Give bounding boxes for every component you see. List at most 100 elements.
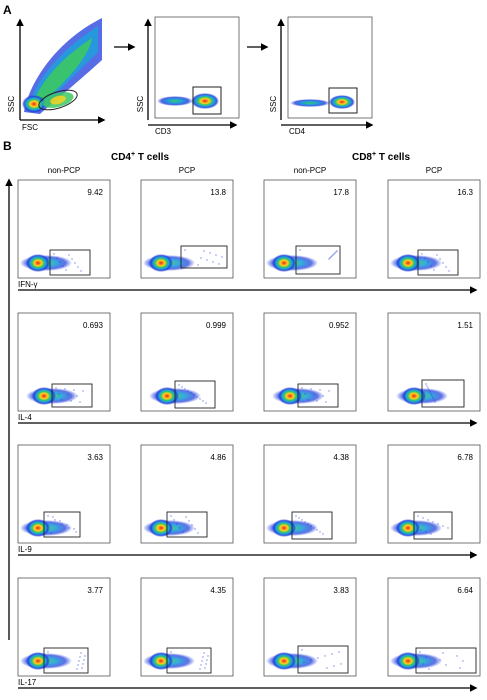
event-dot — [59, 520, 61, 522]
cytokine-plot-IL-9-PCP: 4.86 — [140, 444, 234, 544]
event-dot — [325, 401, 327, 403]
event-dot — [179, 527, 181, 529]
plot-cd4-ssc: SSC CD4 — [269, 16, 374, 136]
event-dot — [433, 269, 435, 271]
event-dot — [193, 394, 195, 396]
event-dot — [336, 250, 338, 252]
event-dot — [299, 249, 301, 251]
gate-percentage: 6.64 — [457, 586, 473, 595]
event-dot — [456, 655, 458, 657]
density-core — [26, 519, 50, 537]
event-dot — [55, 387, 57, 389]
event-dot — [427, 387, 429, 389]
event-dot — [340, 663, 342, 665]
cytokine-gate — [297, 645, 349, 674]
group-header-cd4-rest: T cells — [135, 152, 169, 163]
density-plot-cd4 — [290, 95, 355, 109]
group-header-cd8-rest: T cells — [376, 152, 410, 163]
density-core — [396, 652, 420, 670]
event-dot — [47, 515, 49, 517]
event-dot — [328, 258, 330, 260]
event-dot — [442, 525, 444, 527]
plot-frame — [140, 577, 234, 677]
event-dot — [316, 529, 318, 531]
column-label-3: PCP — [426, 166, 442, 175]
event-dot — [199, 668, 201, 670]
event-dot — [433, 399, 435, 401]
event-dot — [322, 533, 324, 535]
density-core — [32, 387, 56, 405]
event-dot — [170, 651, 172, 653]
cytokine-gate — [413, 511, 453, 540]
event-dot — [428, 668, 430, 670]
cytokine-plot-IL-17-non-PCP: 3.77 — [17, 577, 111, 677]
y-axis-label-cd4: SSC — [269, 96, 278, 113]
event-dot — [202, 656, 204, 658]
event-dot — [319, 531, 321, 533]
cytokine-gate — [43, 511, 81, 538]
marker-label: IL-17 — [18, 678, 37, 687]
event-dot — [65, 269, 67, 271]
x-axis-label-cd3: CD3 — [155, 127, 172, 136]
event-dot — [439, 258, 441, 260]
cytokine-gate — [166, 647, 212, 674]
event-dot — [334, 252, 336, 254]
cytokine-plot-IL-4-non-PCP: 0.693 — [17, 312, 111, 412]
gate-percentage: 13.8 — [210, 188, 226, 197]
group-header-cd8: CD8+ T cells — [352, 151, 410, 163]
cytokine-plot-IL-4-PCP: 1.51 — [387, 312, 481, 412]
event-dot — [310, 659, 312, 661]
event-dot — [430, 265, 432, 267]
event-dot — [185, 516, 187, 518]
event-dot — [301, 649, 303, 651]
x-axis-label-cd4: CD4 — [289, 127, 306, 136]
gate-percentage: 9.42 — [87, 188, 103, 197]
event-dot — [215, 254, 217, 256]
density-core — [155, 387, 179, 405]
cytokine-gate — [417, 249, 459, 276]
event-dot — [176, 523, 178, 525]
event-dot — [178, 384, 180, 386]
plot-frame — [263, 312, 357, 412]
event-dot — [76, 668, 78, 670]
event-dot — [170, 515, 172, 517]
event-dot — [436, 254, 438, 256]
event-dot — [329, 257, 331, 259]
event-dot — [425, 656, 427, 658]
event-dot — [204, 667, 206, 669]
event-dot — [82, 663, 84, 665]
plot-frame — [263, 577, 357, 677]
column-label-1: PCP — [179, 166, 195, 175]
event-dot — [432, 521, 434, 523]
plot-fsc-ssc: SSC FSC — [7, 18, 106, 132]
event-dot — [79, 401, 81, 403]
event-dot — [437, 523, 439, 525]
event-dot — [432, 397, 434, 399]
event-dot — [200, 257, 202, 259]
event-dot — [184, 249, 186, 251]
density-core — [396, 254, 420, 272]
event-dot — [445, 266, 447, 268]
event-dot — [429, 391, 431, 393]
event-dot — [425, 531, 427, 533]
gate-percentage: 0.999 — [206, 321, 227, 330]
event-dot — [313, 527, 315, 529]
event-dot — [447, 527, 449, 529]
event-dot — [67, 394, 69, 396]
group-header-cd4: CD4+ T cells — [111, 151, 169, 163]
plot-cd3-ssc: SSC CD3 — [136, 16, 240, 136]
density-core — [272, 519, 296, 537]
event-dot — [304, 521, 306, 523]
event-dot — [64, 388, 66, 390]
cytokine-gate — [295, 245, 341, 275]
cytokine-plot-IL-9-non-PCP: 4.38 — [263, 444, 357, 544]
event-dot — [201, 660, 203, 662]
event-dot — [81, 667, 83, 669]
event-dot — [190, 392, 192, 394]
plot-frame — [387, 444, 481, 544]
event-dot — [419, 651, 421, 653]
event-dot — [73, 389, 75, 391]
column-label-2: non-PCP — [294, 166, 326, 175]
